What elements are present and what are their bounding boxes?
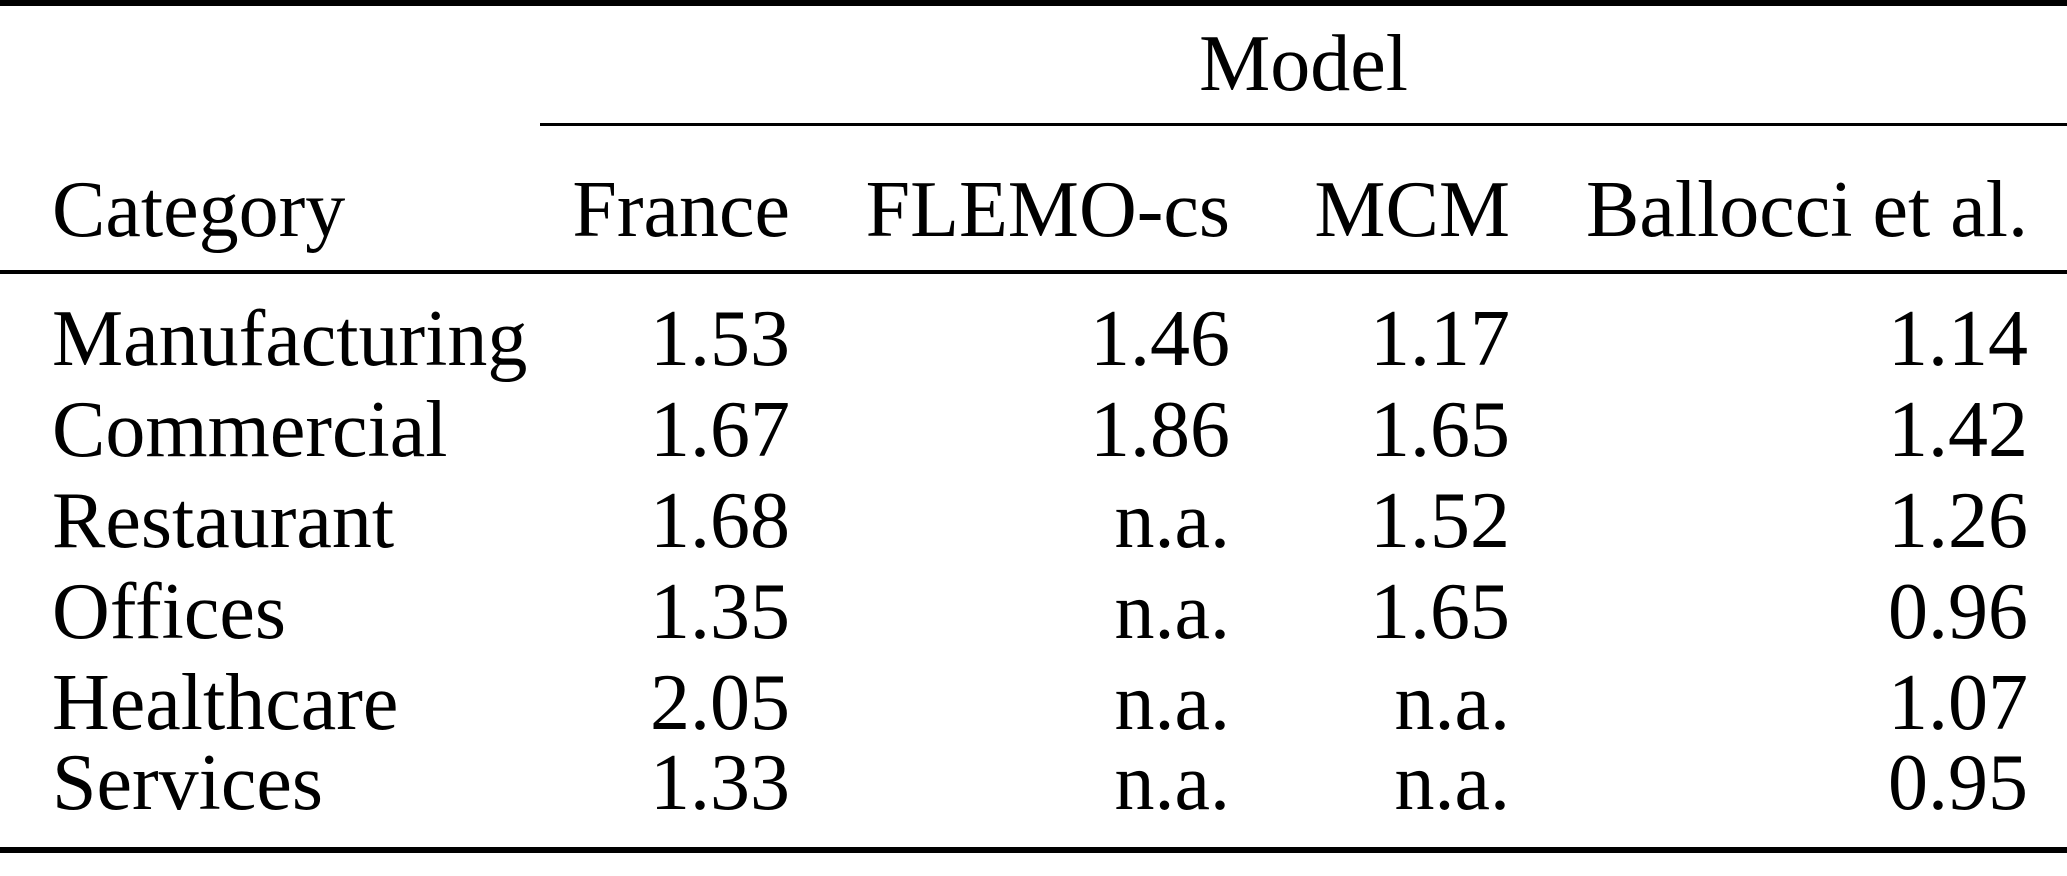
group-header-spacer [0, 3, 540, 124]
group-header-row: Model [0, 3, 2067, 126]
column-header-ballocci-et-al: Ballocci et al. [1510, 124, 2067, 274]
category-cell: Commercial [52, 386, 448, 474]
value-cell: n.a. [1114, 739, 1230, 827]
table-row: Services 1.33 n.a. n.a. 0.95 [0, 743, 2067, 850]
value-cell: 1.65 [1370, 568, 1510, 656]
category-cell: Restaurant [52, 477, 395, 565]
value-cell: n.a. [1114, 659, 1230, 747]
category-cell: Offices [52, 568, 286, 656]
value-cell: 0.95 [1888, 739, 2028, 827]
value-cell: 1.35 [650, 568, 790, 656]
value-cell: 1.86 [1090, 386, 1230, 474]
value-cell: 1.17 [1370, 295, 1510, 383]
category-cell: Services [52, 739, 324, 827]
table-row: Offices 1.35 n.a. 1.65 0.96 [0, 561, 2067, 652]
value-cell: n.a. [1114, 477, 1230, 565]
value-cell: n.a. [1394, 739, 1510, 827]
value-cell: 1.07 [1888, 659, 2028, 747]
category-cell: Manufacturing [52, 295, 528, 383]
value-cell: 1.33 [650, 739, 790, 827]
table-row: Commercial 1.67 1.86 1.65 1.42 [0, 379, 2067, 470]
model-comparison-table: Model Category France FLEMO-cs MCM Ballo… [0, 0, 2067, 853]
value-cell: 1.65 [1370, 386, 1510, 474]
column-header-row: Category France FLEMO-cs MCM Ballocci et… [0, 124, 2067, 274]
table-body: Manufacturing 1.53 1.46 1.17 1.14 Commercial 1… [0, 272, 2067, 850]
value-cell: 1.68 [650, 477, 790, 565]
group-header-model: Model [540, 3, 2067, 126]
value-cell: 1.46 [1090, 295, 1230, 383]
value-cell: n.a. [1114, 568, 1230, 656]
category-cell: Healthcare [52, 659, 399, 747]
table-row: Healthcare 2.05 n.a. n.a. 1.07 [0, 652, 2067, 743]
value-cell: 1.26 [1888, 477, 2028, 565]
value-cell: 0.96 [1888, 568, 2028, 656]
table-row: Manufacturing 1.53 1.46 1.17 1.14 [0, 272, 2067, 379]
column-header-flemo-cs: FLEMO-cs [790, 124, 1230, 274]
column-header-france: France [540, 124, 790, 274]
table-row: Restaurant 1.68 n.a. 1.52 1.26 [0, 470, 2067, 561]
value-cell: 1.42 [1888, 386, 2028, 474]
value-cell: 1.67 [650, 386, 790, 474]
value-cell: n.a. [1394, 659, 1510, 747]
column-header-mcm: MCM [1230, 124, 1510, 274]
value-cell: 1.14 [1888, 295, 2028, 383]
column-header-category: Category [0, 124, 540, 274]
value-cell: 1.52 [1370, 477, 1510, 565]
value-cell: 1.53 [650, 295, 790, 383]
value-cell: 2.05 [650, 659, 790, 747]
